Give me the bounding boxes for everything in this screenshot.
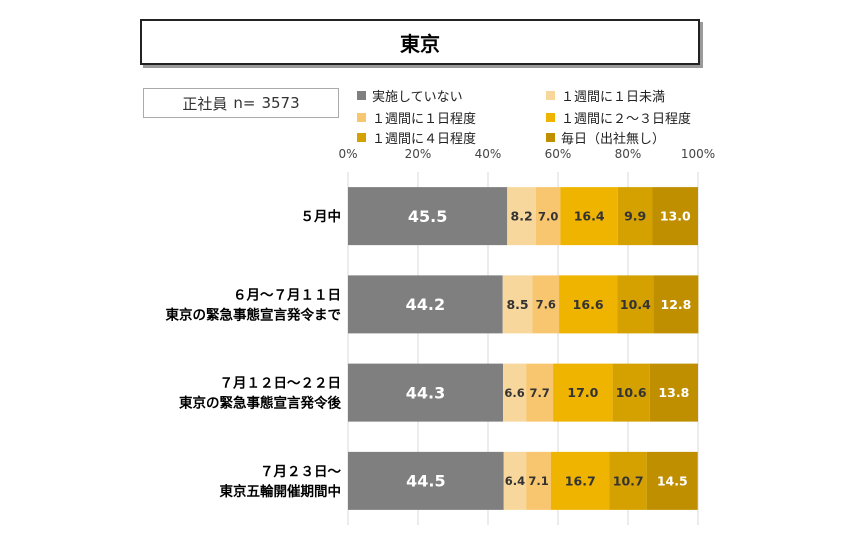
- data-label: 16.4: [574, 209, 605, 224]
- data-label: 7.0: [538, 209, 558, 223]
- data-label: 16.7: [565, 473, 596, 488]
- bar-segment: [617, 187, 653, 246]
- legend-label: １週間に１日未満: [561, 90, 666, 105]
- bar-segment: [553, 363, 613, 422]
- x-tick-label: 100%: [681, 147, 715, 161]
- legend-label: 毎日（出社無し）: [561, 132, 666, 147]
- data-label: 16.6: [573, 297, 604, 312]
- sample-n-value: 3573: [261, 94, 300, 112]
- data-label: 7.6: [536, 298, 556, 312]
- bar-segment: [612, 363, 650, 422]
- legend-swatch: [546, 133, 555, 142]
- sample-size-box: 正社員 n= 3573: [143, 88, 339, 118]
- bar-segment: [609, 451, 647, 510]
- chart-title: 東京: [140, 19, 700, 65]
- x-tick-label: 40%: [475, 147, 502, 161]
- bar-segment: [617, 275, 654, 334]
- data-label: 14.5: [657, 473, 688, 488]
- bar-segment: [348, 187, 508, 246]
- legend-label: 実施していない: [372, 90, 463, 105]
- bar-segment: [503, 363, 527, 422]
- bar-segment: [502, 275, 533, 334]
- bar-segment: [532, 275, 560, 334]
- category-label: 東京五輪開催期間中: [220, 483, 342, 500]
- bar-segment: [649, 363, 698, 422]
- data-label: 6.4: [505, 474, 525, 488]
- category-label: ７月２３日～: [260, 464, 341, 480]
- data-label: 10.6: [616, 385, 647, 400]
- data-label: 10.7: [613, 473, 644, 488]
- legend-swatch: [357, 113, 366, 122]
- legend-item: 毎日（出社無し）: [546, 128, 665, 147]
- bar-segment: [348, 275, 503, 334]
- data-label: 7.1: [528, 474, 548, 488]
- bar-segment: [652, 187, 698, 246]
- category-label: ６月～７月１１日: [233, 287, 341, 303]
- category-label: 東京の緊急事態宣言発令後: [179, 395, 341, 412]
- legend-label: １週間に２～３日程度: [561, 112, 692, 127]
- data-label: 44.5: [406, 472, 445, 491]
- category-label: ７月１２日～２２日: [220, 376, 342, 392]
- legend-item: １週間に１日未満: [546, 86, 665, 105]
- sample-label: 正社員: [182, 94, 228, 113]
- bar-segment: [526, 451, 551, 510]
- data-label: 9.9: [624, 209, 646, 224]
- legend-swatch: [357, 133, 366, 142]
- bar-segment: [646, 451, 698, 510]
- data-label: 12.8: [661, 297, 692, 312]
- bar-segment: [503, 451, 527, 510]
- data-label: 6.6: [504, 386, 524, 400]
- legend-item: １週間に２～３日程度: [546, 108, 691, 127]
- legend-swatch: [546, 91, 555, 100]
- bar-segment: [559, 275, 618, 334]
- bar-segment: [551, 451, 610, 510]
- bar-segment: [507, 187, 536, 246]
- data-label: 17.0: [567, 385, 598, 400]
- data-label: 10.4: [620, 297, 651, 312]
- category-label: 東京の緊急事態宣言発令まで: [166, 306, 342, 323]
- data-label: 45.5: [408, 207, 447, 226]
- category-label: ５月中: [301, 208, 342, 225]
- data-label: 8.5: [506, 297, 528, 312]
- x-tick-label: 60%: [545, 147, 572, 161]
- legend-label: １週間に４日程度: [372, 132, 477, 147]
- bar-segment: [526, 363, 554, 422]
- bar-segment: [348, 363, 504, 422]
- x-tick-label: 80%: [615, 147, 642, 161]
- legend-label: １週間に１日程度: [372, 112, 477, 127]
- legend-item: 実施していない: [357, 86, 463, 105]
- data-label: 13.8: [658, 385, 689, 400]
- legend-swatch: [357, 91, 366, 100]
- bar-segment: [535, 187, 561, 246]
- legend-swatch: [546, 113, 555, 122]
- sample-n-label: n=: [233, 94, 256, 112]
- data-label: 7.7: [529, 386, 549, 400]
- legend-item: １週間に１日程度: [357, 108, 476, 127]
- x-tick-label: 20%: [405, 147, 432, 161]
- data-label: 8.2: [511, 209, 533, 224]
- legend-item: １週間に４日程度: [357, 128, 476, 147]
- bar-segment: [653, 275, 699, 334]
- bar-segment: [348, 451, 504, 510]
- x-tick-label: 0%: [338, 147, 357, 161]
- bar-segment: [560, 187, 618, 246]
- data-label: 44.3: [406, 383, 445, 402]
- data-label: 44.2: [406, 295, 445, 314]
- data-label: 13.0: [660, 209, 691, 224]
